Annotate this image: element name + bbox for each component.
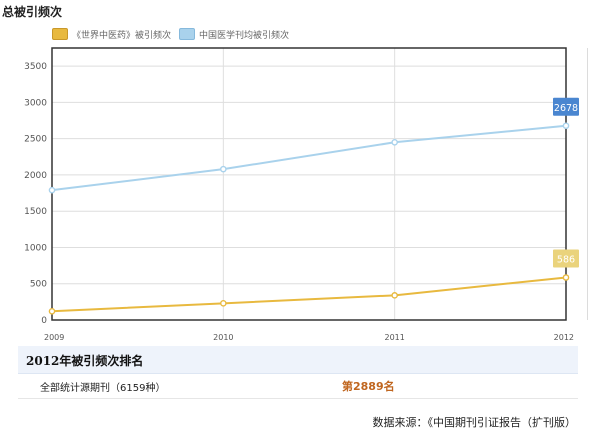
y-tick-label: 2000 (24, 171, 47, 181)
data-point (48, 307, 56, 315)
data-point (562, 122, 570, 130)
legend-swatch-journal (52, 28, 68, 40)
y-tick-label: 3000 (24, 98, 47, 108)
end-value-badge (553, 97, 579, 116)
series-line-0 (51, 276, 567, 313)
ranking-header: 2012年被引频次排名 (18, 346, 578, 374)
y-tick-label: 500 (30, 280, 47, 290)
legend-swatch-average (179, 28, 196, 40)
chart-right-edge (587, 48, 592, 320)
data-point (220, 165, 227, 173)
data-source: 数据来源：《中国期刊引证报告（扩刊版） (372, 416, 577, 429)
legend-item-average[interactable]: 中国医学刊均被引频次 (179, 28, 289, 41)
y-tick-label: 2500 (24, 135, 47, 145)
plot-area (52, 48, 566, 320)
x-tick-label: 2011 (384, 333, 404, 342)
x-tick-label: 2009 (44, 333, 64, 342)
ranking-header-text: 2012年被引频次排名 (26, 354, 144, 368)
data-point (391, 292, 398, 299)
data-point (48, 186, 56, 194)
ranking-row: 全部统计源期刊（6159种） 第2889名 (18, 374, 578, 399)
line-chart: 0 500 1000 1500 2000 2500 3000 3500 2009 2010 2011… (24, 47, 579, 342)
y-tick-label: 3500 (24, 62, 47, 72)
end-value-label: 586 (557, 254, 575, 265)
legend-label-average: 中国医学刊均被引频次 (199, 30, 290, 41)
legend-item-journal[interactable]: 《世界中医药》被引频次 (52, 28, 171, 41)
legend-label-journal: 《世界中医药》被引频次 (72, 30, 172, 41)
series-line-1 (51, 124, 567, 192)
chart-title: 总被引频次 (2, 5, 63, 19)
y-tick-label: 1500 (24, 207, 47, 217)
y-tick-label: 0 (41, 316, 47, 326)
x-tick-label: 2010 (213, 333, 233, 342)
y-tick-label: 1000 (24, 243, 47, 253)
data-point (391, 138, 398, 146)
data-point (220, 300, 227, 307)
ranking-row-label: 全部统计源期刊（6159种） (40, 383, 166, 394)
ranking-row-value: 第2889名 (342, 380, 395, 393)
end-value-label: 2678 (554, 103, 578, 114)
chart-legend: 《世界中医药》被引频次 中国医学刊均被引频次 (52, 26, 297, 42)
end-value-badge (553, 249, 579, 268)
plot-frame (51, 47, 567, 321)
x-tick-label: 2012 (554, 333, 574, 342)
data-point (562, 274, 570, 281)
